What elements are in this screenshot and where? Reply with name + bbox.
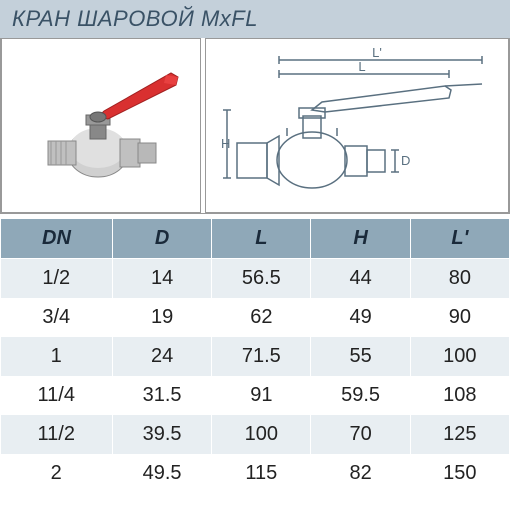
label-h: H: [221, 136, 230, 151]
cell-2-1: 24: [112, 337, 211, 376]
product-photo: [1, 38, 201, 213]
cell-1-2: 62: [212, 298, 311, 337]
cell-4-0: 11/2: [1, 415, 113, 454]
cell-0-4: 80: [410, 259, 509, 299]
cell-5-4: 150: [410, 454, 509, 493]
cell-2-0: 1: [1, 337, 113, 376]
label-l-prime: L': [372, 48, 382, 60]
cell-4-2: 100: [212, 415, 311, 454]
title-bar: КРАН ШАРОВОЙ MxFL: [0, 0, 510, 38]
cell-2-2: 71.5: [212, 337, 311, 376]
page-title: КРАН ШАРОВОЙ MxFL: [12, 6, 258, 31]
cell-1-3: 49: [311, 298, 410, 337]
cell-3-4: 108: [410, 376, 509, 415]
label-l: L: [358, 59, 365, 74]
table-row: 11/431.59159.5108: [1, 376, 510, 415]
col-header-3: H: [311, 219, 410, 259]
cell-2-4: 100: [410, 337, 509, 376]
cell-3-2: 91: [212, 376, 311, 415]
cell-5-1: 49.5: [112, 454, 211, 493]
cell-0-0: 1/2: [1, 259, 113, 299]
cell-2-3: 55: [311, 337, 410, 376]
table-row: 1/21456.54480: [1, 259, 510, 299]
specs-table: DNDLHL' 1/21456.544803/41962499012471.55…: [0, 218, 510, 493]
col-header-4: L': [410, 219, 509, 259]
cell-5-2: 115: [212, 454, 311, 493]
col-header-2: L: [212, 219, 311, 259]
cell-0-1: 14: [112, 259, 211, 299]
cell-4-1: 39.5: [112, 415, 211, 454]
col-header-0: DN: [1, 219, 113, 259]
label-d: D: [401, 153, 410, 168]
cell-5-0: 2: [1, 454, 113, 493]
cell-5-3: 82: [311, 454, 410, 493]
cell-1-4: 90: [410, 298, 509, 337]
table-row: 11/239.510070125: [1, 415, 510, 454]
cell-0-2: 56.5: [212, 259, 311, 299]
table-row: 3/419624990: [1, 298, 510, 337]
table-header: DNDLHL': [1, 219, 510, 259]
cell-3-1: 31.5: [112, 376, 211, 415]
technical-diagram: L' L: [205, 38, 509, 213]
cell-4-3: 70: [311, 415, 410, 454]
cell-3-0: 11/4: [1, 376, 113, 415]
cell-3-3: 59.5: [311, 376, 410, 415]
table-body: 1/21456.544803/41962499012471.55510011/4…: [1, 259, 510, 494]
table-row: 12471.555100: [1, 337, 510, 376]
col-header-1: D: [112, 219, 211, 259]
images-row: L' L: [0, 38, 510, 214]
cell-4-4: 125: [410, 415, 509, 454]
cell-1-0: 3/4: [1, 298, 113, 337]
cell-1-1: 19: [112, 298, 211, 337]
table-row: 249.511582150: [1, 454, 510, 493]
cell-0-3: 44: [311, 259, 410, 299]
